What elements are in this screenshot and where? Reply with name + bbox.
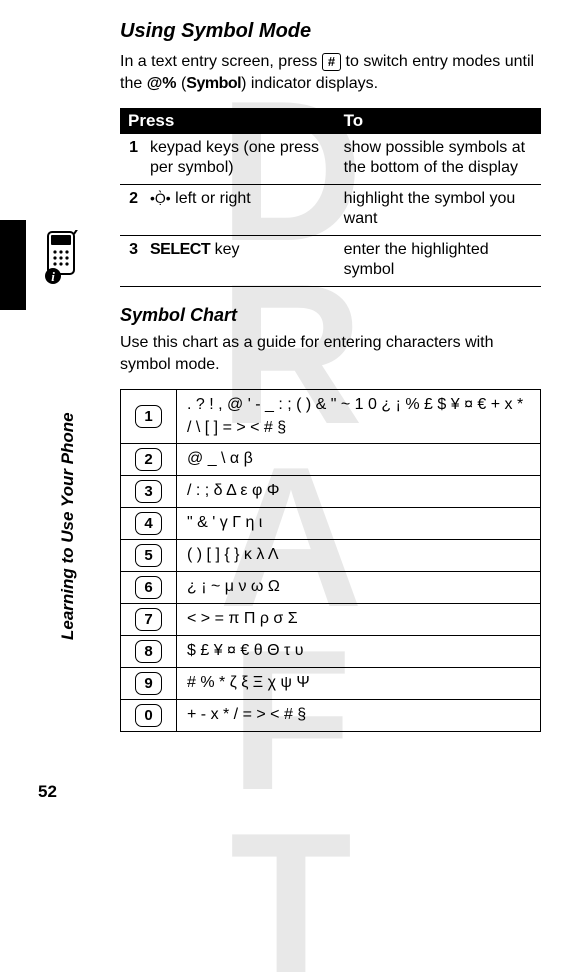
table-row: 5 ( ) [ ] { } κ λ Λ [121,540,541,572]
col-to-header: To [336,108,541,134]
table-row: 1 keypad keys (one press per symbol) sho… [120,134,541,185]
intro-text-1: In a text entry screen, press [120,53,322,70]
keypad-9-icon: 9 [135,672,161,695]
table-row: 2 @ _ \ α β [121,444,541,476]
step-to: enter the highlighted symbol [336,236,541,287]
symbol-cell: $ £ ¥ ¤ € θ Θ τ υ [177,636,541,668]
intro-paren-open: ( [177,75,187,92]
keypad-4-icon: 4 [135,512,161,535]
symbol-cell: ¿ ¡ ~ μ ν ω Ω [177,572,541,604]
keypad-3-icon: 3 [135,480,161,503]
table-row: 8 $ £ ¥ ¤ € θ Θ τ υ [121,636,541,668]
step-press-suffix: left or right [171,190,251,207]
nav-key-icon: •Ọ̀• [150,190,171,206]
intro-paren-close: ) indicator displays. [241,75,378,92]
col-press-header: Press [120,108,336,134]
intro-paragraph: In a text entry screen, press # to switc… [120,51,541,94]
symbol-cell: # % * ζ ξ Ξ χ ψ Ψ [177,668,541,700]
chart-intro-paragraph: Use this chart as a guide for entering c… [120,332,541,375]
step-number: 2 [120,185,142,236]
step-press: •Ọ̀• left or right [142,185,336,236]
step-press: SELECT key [142,236,336,287]
symbol-cell: / : ; δ Δ ε φ Φ [177,476,541,508]
keypad-8-icon: 8 [135,640,161,663]
keypad-5-icon: 5 [135,544,161,567]
table-row: 7 < > = π Π ρ σ Σ [121,604,541,636]
select-key-label: SELECT [150,241,210,258]
keypad-1-icon: 1 [135,405,161,428]
table-row: 3 / : ; δ Δ ε φ Φ [121,476,541,508]
table-row: 1 . ? ! , @ ' - _ : ; ( ) & " ~ 1 0 ¿ ¡ %… [121,390,541,444]
symbol-cell: " & ' γ Γ η ι [177,508,541,540]
table-row: 9 # % * ζ ξ Ξ χ ψ Ψ [121,668,541,700]
symbol-cell: < > = π Π ρ σ Σ [177,604,541,636]
table-row: 6 ¿ ¡ ~ μ ν ω Ω [121,572,541,604]
table-row: 4 " & ' γ Γ η ι [121,508,541,540]
page-number: 52 [38,782,57,802]
step-number: 3 [120,236,142,287]
heading-symbol-chart: Symbol Chart [120,305,541,326]
table-row: 0 + - x * / = > < # § [121,700,541,732]
table-row: 2 •Ọ̀• left or right highlight the symbo… [120,185,541,236]
step-number: 1 [120,134,142,185]
hash-key-icon: # [322,53,341,71]
keypad-6-icon: 6 [135,576,161,599]
step-to: show possible symbols at the bottom of t… [336,134,541,185]
table-row: 3 SELECT key enter the highlighted symbo… [120,236,541,287]
keypad-2-icon: 2 [135,448,161,471]
symbol-cell: @ _ \ α β [177,444,541,476]
symbol-word: Symbol [186,75,241,92]
symbol-chart-table: 1 . ? ! , @ ' - _ : ; ( ) & " ~ 1 0 ¿ ¡ %… [120,389,541,732]
symbol-cell: . ? ! , @ ' - _ : ; ( ) & " ~ 1 0 ¿ ¡ % … [177,390,541,444]
symbol-cell: + - x * / = > < # § [177,700,541,732]
press-to-table: Press To 1 keypad keys (one press per sy… [120,108,541,287]
step-press-suffix: key [210,241,239,258]
step-press: keypad keys (one press per symbol) [142,134,336,185]
keypad-7-icon: 7 [135,608,161,631]
keypad-0-icon: 0 [135,704,161,727]
step-to: highlight the symbol you want [336,185,541,236]
at-percent-indicator: @% [147,75,177,92]
heading-using-symbol-mode: Using Symbol Mode [120,20,541,43]
symbol-cell: ( ) [ ] { } κ λ Λ [177,540,541,572]
